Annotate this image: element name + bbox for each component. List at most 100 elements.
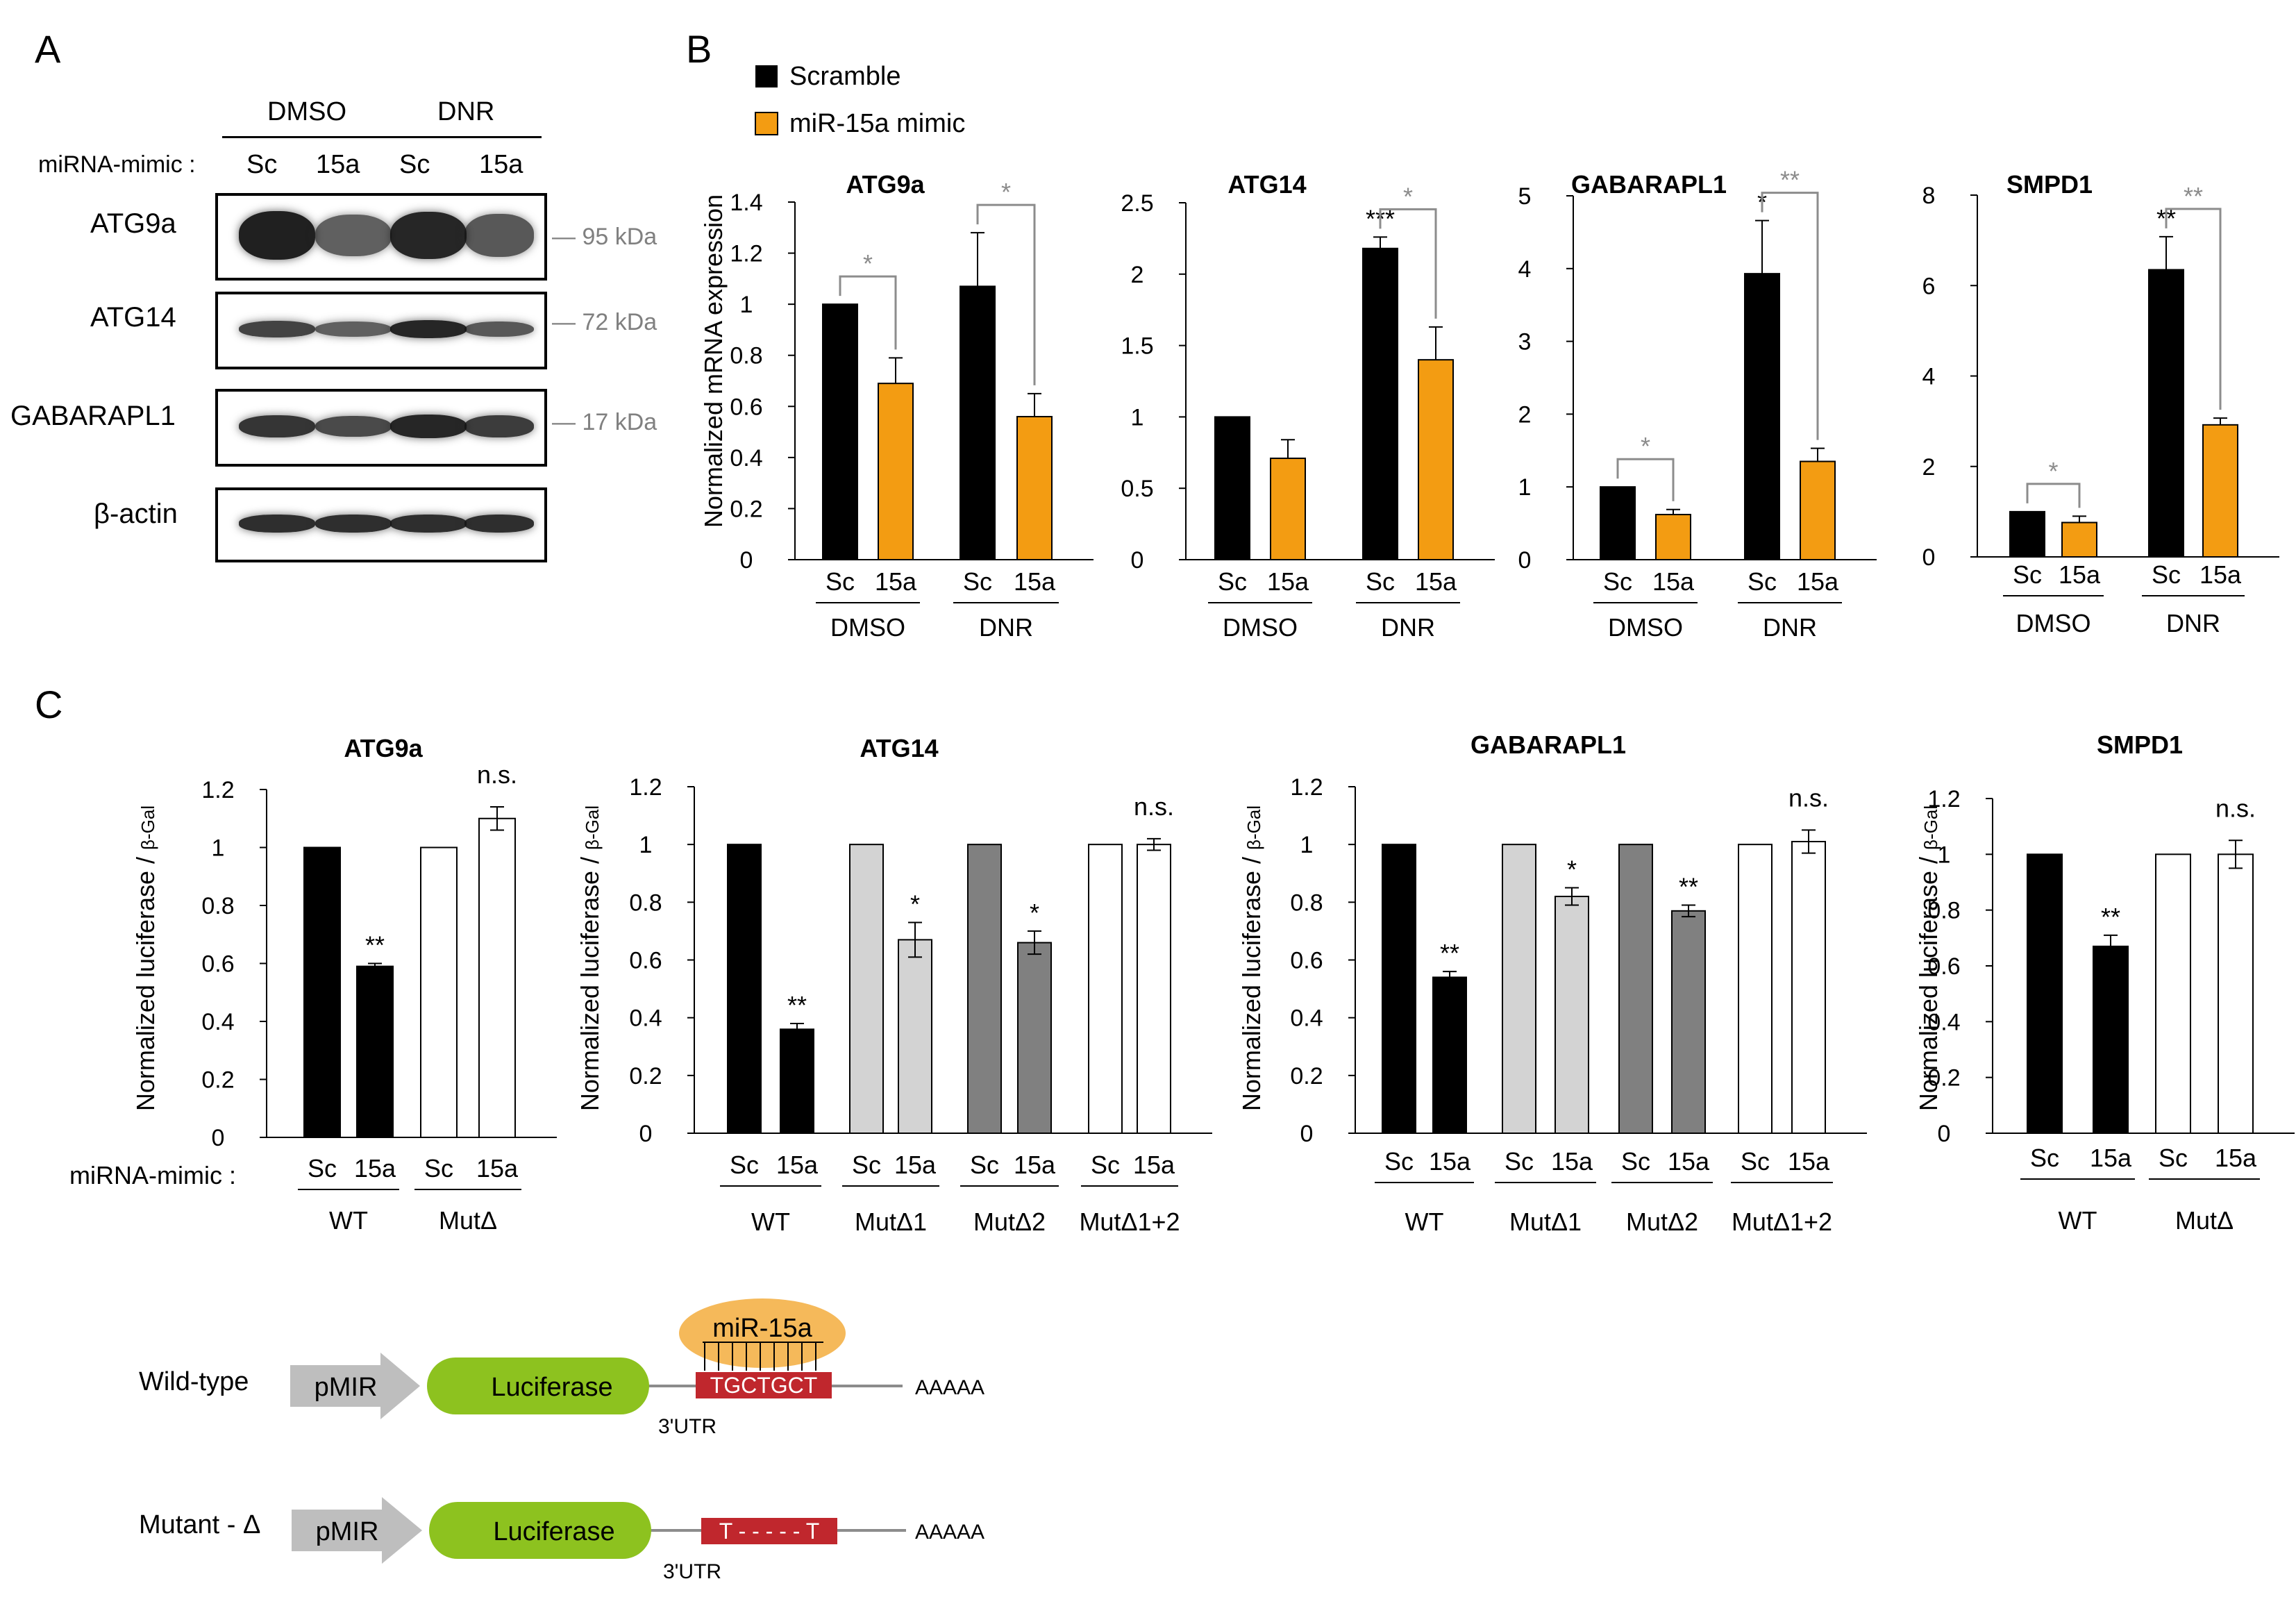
bar (780, 1028, 814, 1135)
blot-atg14 (215, 292, 547, 369)
significance-bracket (976, 203, 1036, 385)
y-tick-label: 0 (1938, 1121, 1951, 1147)
x-tick-label: 15a (1133, 1151, 1175, 1179)
bar (2009, 510, 2045, 558)
bar (1016, 416, 1053, 560)
x-tick-label: Sc (2159, 1144, 2188, 1172)
ylabel-c1: Normalized luciferase / β-Gal (131, 805, 160, 1111)
utr-label-mut: 3'UTR (663, 1560, 721, 1583)
y-tick-label: 0.2 (629, 1063, 662, 1089)
x-tick-label: Sc (424, 1154, 453, 1183)
significance-label: *** (1366, 204, 1395, 233)
blot-band (315, 415, 392, 437)
bar (1418, 359, 1454, 560)
blot-band (390, 515, 467, 533)
mir-15a-label: miR-15a (712, 1314, 812, 1343)
y-tick-label: 1 (1131, 404, 1144, 431)
x-tick-label: 15a (1014, 567, 1056, 596)
group-label: WT (2059, 1206, 2097, 1235)
bar (303, 846, 341, 1138)
y-tick-label: 2 (1922, 454, 1936, 481)
significance-label: * (1567, 855, 1577, 884)
x-tick-label: Sc (730, 1151, 759, 1179)
luciferase-label-wt: Luciferase (491, 1373, 612, 1402)
ylabel-c4: Normalized luciferase / β-Gal (1914, 805, 1943, 1111)
legend-swatch-scramble (755, 65, 778, 87)
blot-band (390, 211, 467, 260)
chart-title: ATG14 (1227, 170, 1306, 199)
bar (1655, 514, 1691, 560)
significance-label: * (1757, 188, 1767, 217)
panel-c-letter: C (35, 683, 63, 726)
x-tick-label: Sc (308, 1154, 337, 1183)
x-tick-label: Sc (1748, 567, 1777, 596)
group-label: MutΔ2 (973, 1208, 1046, 1236)
mimic-label-a: miRNA-mimic : (38, 151, 196, 178)
group-label: DNR (2166, 609, 2220, 637)
significance-bracket (839, 275, 897, 350)
x-tick-label: 15a (875, 567, 917, 596)
y-tick-label: 1 (740, 292, 753, 318)
y-tick-label: 0 (639, 1121, 653, 1147)
x-tick-label: Sc (2030, 1144, 2059, 1172)
y-tick-label: 1.2 (201, 777, 234, 803)
x-tick-label: Sc (963, 567, 992, 596)
y-tick-label: 0.2 (730, 496, 762, 522)
significance-label: n.s. (2215, 794, 2256, 822)
y-tick-label: 0.8 (629, 889, 662, 916)
significance-bracket (2165, 208, 2222, 410)
x-tick-label: Sc (2152, 560, 2181, 589)
blot-gabarapl1 (215, 389, 547, 467)
x-tick-label: Sc (1603, 567, 1632, 596)
polya-wt: AAAAA (915, 1376, 984, 1399)
x-tick-label: Sc (970, 1151, 999, 1179)
significance-label: ** (1679, 872, 1698, 901)
x-tick-label: Sc (1741, 1147, 1770, 1176)
y-tick-label: 0.6 (201, 951, 234, 978)
construct-label-mut: Mutant - Δ (139, 1510, 260, 1539)
bar (1744, 273, 1780, 560)
chart-title: SMPD1 (2097, 730, 2183, 759)
bar (478, 817, 516, 1138)
group-label: DNR (1763, 613, 1817, 642)
significance-label: ** (1440, 939, 1459, 967)
y-tick-label: 1.2 (629, 774, 662, 801)
bar (2093, 945, 2129, 1134)
blot-atg9a (215, 193, 547, 281)
group-label: MutΔ1+2 (1079, 1208, 1180, 1236)
y-tick-label: 3 (1518, 329, 1532, 356)
blot-band (390, 320, 467, 338)
significance-bracket (1761, 192, 1819, 440)
group-label: DMSO (1608, 613, 1683, 642)
x-tick-label: 15a (2215, 1144, 2257, 1172)
luciferase-wt (427, 1357, 649, 1414)
legend-scramble: Scramble (789, 62, 901, 91)
significance-label: * (2048, 457, 2058, 485)
y-tick-label: 0.4 (201, 1009, 234, 1035)
y-tick-label: 0 (212, 1125, 225, 1151)
y-tick-label: 1.2 (730, 241, 762, 267)
y-tick-label: 1 (1300, 832, 1314, 858)
chart-title: ATG9a (846, 170, 925, 199)
y-tick-label: 0.4 (1290, 1005, 1323, 1032)
bar (1618, 844, 1653, 1134)
x-tick-label: Sc (826, 567, 855, 596)
group-label: DNR (1381, 613, 1435, 642)
bar (2061, 521, 2097, 558)
x-tick-label: 15a (1551, 1147, 1593, 1176)
y-tick-label: 0 (1518, 547, 1532, 574)
x-tick-label: 15a (1267, 567, 1309, 596)
x-tick-label: 15a (2090, 1144, 2132, 1172)
y-tick-label: 4 (1518, 256, 1532, 283)
bar (1671, 910, 1706, 1135)
group-label: MutΔ (2175, 1206, 2234, 1235)
bar (1800, 460, 1836, 561)
y-tick-label: 0 (740, 547, 753, 574)
bar (1214, 416, 1250, 561)
blot-band (315, 214, 392, 257)
group-label: MutΔ1 (1509, 1208, 1582, 1236)
panel-a-letter: A (35, 27, 61, 71)
seed-pairing-lines (703, 1342, 823, 1371)
y-tick-label: 8 (1922, 183, 1936, 209)
legend-swatch-mimic (755, 112, 778, 135)
